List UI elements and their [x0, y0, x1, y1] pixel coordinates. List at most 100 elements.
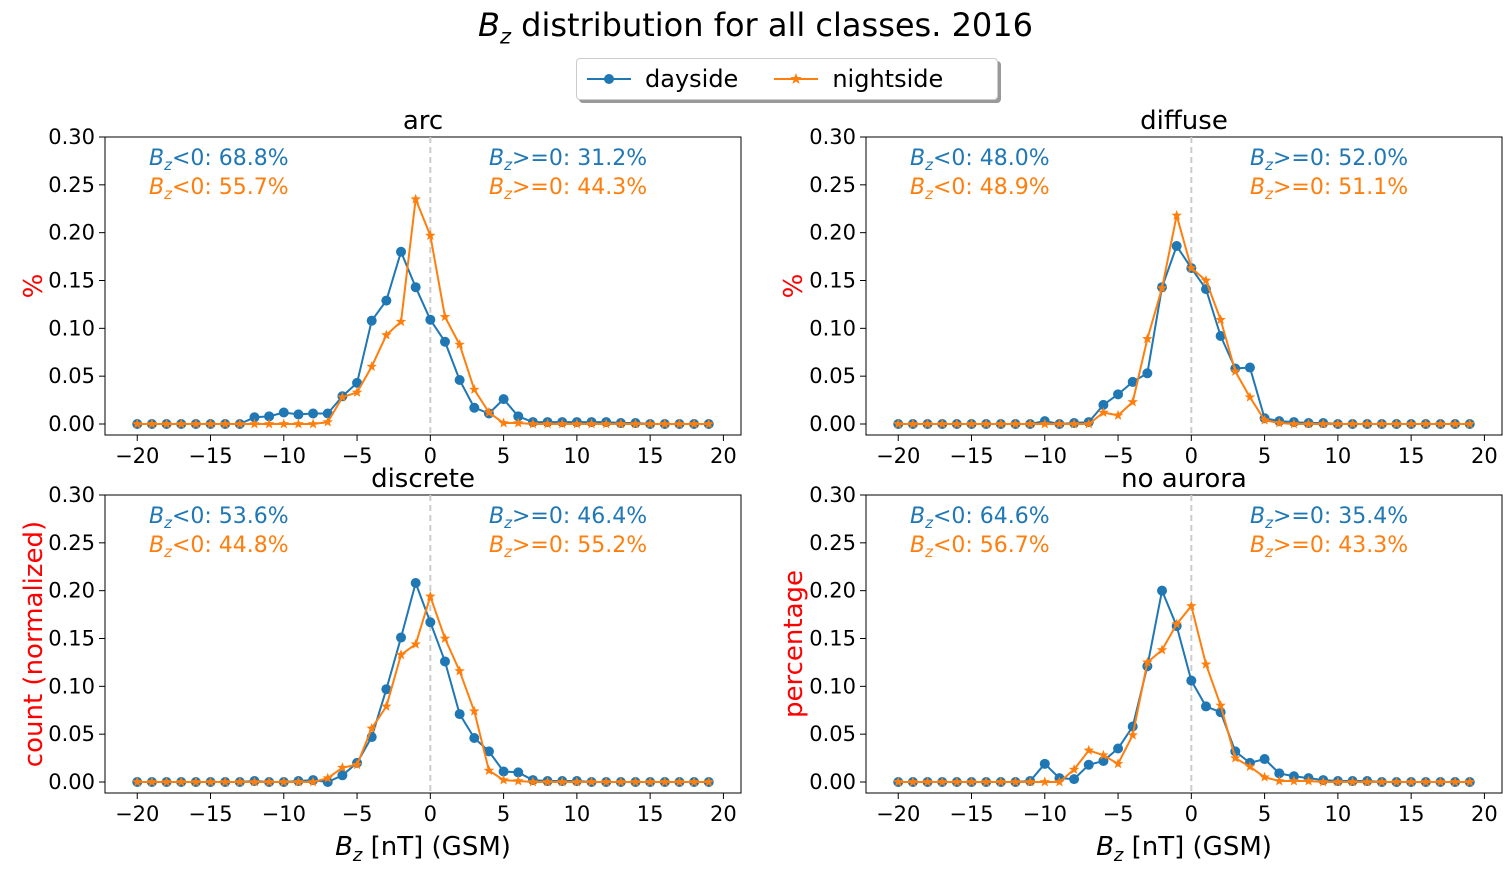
series-line-dayside: [137, 250, 709, 425]
data-point-nightside: [513, 417, 524, 428]
data-point-nightside: [703, 418, 714, 429]
subplot-diffuse: diffuse −20 −15 −10 −5 0 5 10 15 20 0.00 0.05 0.10 0.…: [779, 106, 1503, 468]
data-point-nightside: [1098, 749, 1109, 760]
data-point-dayside: [410, 578, 421, 589]
data-point-nightside: [1449, 776, 1461, 787]
data-point-nightside: [1024, 776, 1036, 787]
data-point-dayside: [1215, 330, 1226, 341]
annotation-right-dayside: Bz>=0: 46.4%: [489, 504, 647, 532]
y-tick-label: 0.25: [809, 173, 856, 197]
data-point-nightside: [615, 776, 627, 787]
data-point-nightside: [571, 418, 583, 429]
data-point-nightside: [483, 407, 495, 417]
data-point-nightside: [1303, 418, 1314, 429]
data-point-nightside: [1259, 414, 1270, 425]
data-point-nightside: [995, 418, 1007, 429]
series-line-dayside: [898, 589, 1470, 783]
y-tick-label: 0.30: [809, 125, 856, 149]
x-tick-label: −15: [949, 444, 993, 468]
axes-frame: [104, 136, 742, 436]
data-point-nightside: [454, 339, 465, 350]
data-point-dayside: [513, 411, 524, 422]
data-point-nightside: [293, 418, 304, 429]
data-point-nightside: [1435, 418, 1446, 429]
data-point-dayside: [381, 295, 392, 306]
annotation-left-nightside: Bz<0: 48.9%: [910, 175, 1050, 203]
x-tick-label: −5: [342, 444, 373, 468]
y-tick-label: 0.00: [809, 412, 856, 436]
data-point-nightside: [1127, 396, 1138, 407]
data-point-nightside: [1054, 418, 1065, 429]
annotation-left-dayside: Bz<0: 53.6%: [149, 504, 289, 532]
data-point-nightside: [513, 775, 524, 786]
data-point-nightside: [1039, 776, 1051, 787]
data-point-nightside: [1376, 418, 1388, 429]
data-point-dayside: [352, 377, 363, 388]
y-axis-label: percentage: [779, 570, 809, 718]
data-point-nightside: [1420, 418, 1432, 429]
data-point-nightside: [615, 418, 627, 429]
data-point-nightside: [366, 722, 377, 733]
data-point-nightside: [1391, 418, 1402, 429]
data-point-nightside: [936, 776, 948, 787]
data-point-nightside: [1274, 775, 1285, 786]
axes-frame: [865, 494, 1503, 794]
data-point-nightside: [893, 776, 904, 787]
data-point-nightside: [586, 776, 597, 787]
data-point-nightside: [322, 772, 333, 783]
annotation-right-dayside: Bz>=0: 52.0%: [1250, 146, 1408, 174]
data-point-nightside: [1405, 776, 1417, 787]
data-point-nightside: [1288, 418, 1300, 429]
legend-nightside-line-star-marker: [774, 73, 819, 84]
data-point-nightside: [1200, 275, 1212, 285]
data-point-nightside: [425, 230, 436, 240]
data-point-nightside: [688, 776, 700, 787]
data-point-nightside: [498, 774, 509, 785]
x-axis-label: Bz [nT] (GSM): [335, 832, 511, 866]
data-point-nightside: [1215, 314, 1226, 325]
data-point-nightside: [439, 311, 451, 322]
subplot-title: no aurora: [1121, 464, 1247, 494]
x-axis-label: Bz [nT] (GSM): [1096, 832, 1272, 866]
data-point-dayside: [381, 684, 392, 695]
data-point-dayside: [410, 282, 421, 293]
data-point-nightside: [1054, 776, 1065, 787]
data-point-nightside: [381, 700, 392, 711]
x-tick-label: 15: [1398, 802, 1425, 826]
data-point-nightside: [1420, 776, 1432, 787]
data-point-dayside: [1098, 399, 1109, 410]
data-point-nightside: [351, 386, 363, 397]
data-point-nightside: [439, 633, 451, 643]
data-point-nightside: [190, 776, 202, 787]
y-tick-label: 0.10: [48, 316, 95, 340]
data-point-dayside: [439, 336, 450, 347]
data-point-nightside: [249, 418, 260, 429]
data-point-nightside: [1083, 744, 1094, 755]
data-point-nightside: [307, 776, 319, 787]
annotation-left-nightside: Bz<0: 44.8%: [149, 533, 289, 561]
data-point-dayside: [439, 656, 450, 667]
y-axis-label: count (normalized): [19, 521, 49, 767]
subplot-no-aurora: no aurora −20 −15 −10 −5 0 5 10 15 20 0.00 0.05 0.10…: [779, 464, 1503, 866]
annotation-right-nightside: Bz>=0: 51.1%: [1250, 175, 1408, 203]
data-point-nightside: [1347, 418, 1358, 429]
y-tick-label: 0.00: [48, 770, 95, 794]
x-tick-label: −10: [262, 444, 306, 468]
series-line-nightside: [898, 214, 1470, 425]
figure-title-sub: z: [499, 24, 511, 49]
y-tick-label: 0.05: [48, 364, 95, 388]
axes-frame: [104, 494, 742, 794]
x-tick-label: 20: [1471, 444, 1498, 468]
data-point-nightside: [366, 361, 377, 372]
x-tick-label: 15: [1398, 444, 1425, 468]
data-point-nightside: [542, 418, 553, 429]
data-point-nightside: [1156, 282, 1168, 293]
data-point-nightside: [542, 776, 553, 787]
data-point-nightside: [1391, 776, 1402, 787]
data-point-dayside: [1083, 759, 1094, 770]
data-point-nightside: [1332, 776, 1344, 787]
data-point-nightside: [922, 776, 933, 787]
data-point-nightside: [1068, 418, 1080, 429]
data-point-dayside: [1157, 585, 1168, 596]
data-point-nightside: [1361, 776, 1373, 787]
